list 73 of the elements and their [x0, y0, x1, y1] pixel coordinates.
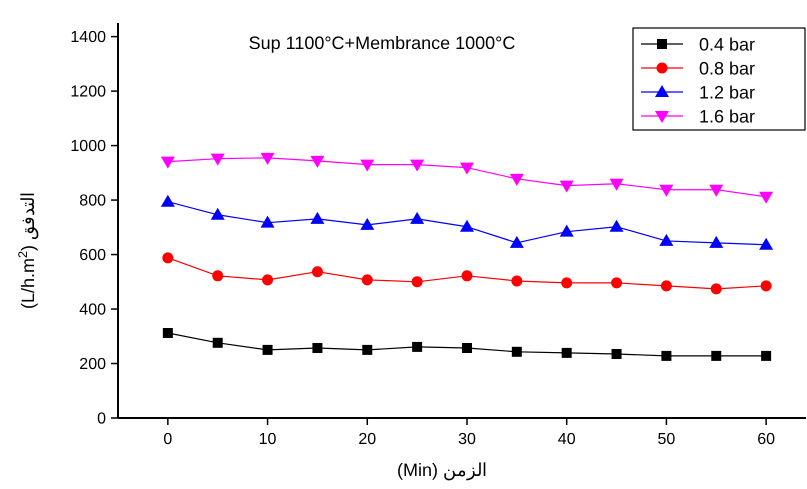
point — [312, 266, 323, 278]
point — [711, 350, 722, 361]
point — [360, 218, 374, 230]
legend-label: 1.2 bar — [699, 82, 756, 102]
y-tick-label: 0 — [97, 410, 106, 428]
point — [260, 216, 275, 228]
point — [360, 160, 374, 172]
x-axis-title: (Min) الزمن — [397, 460, 487, 481]
point — [262, 274, 274, 286]
point — [462, 342, 472, 353]
point — [210, 154, 225, 166]
x-tick-label: 0 — [163, 431, 172, 448]
point — [659, 184, 674, 197]
point — [759, 192, 774, 204]
point — [212, 338, 223, 348]
point — [512, 346, 522, 357]
point — [510, 174, 524, 186]
point — [362, 274, 373, 286]
point — [610, 178, 624, 191]
point — [210, 208, 225, 220]
point — [260, 152, 275, 165]
point — [610, 220, 624, 232]
point — [310, 212, 324, 224]
point — [160, 194, 175, 207]
text: Sup 1100°C+Membrance 1000°C — [248, 33, 516, 53]
point — [562, 348, 572, 358]
point — [410, 160, 424, 172]
point — [709, 236, 724, 248]
y-tick-label: 1400 — [70, 29, 106, 46]
x-tick-label: 50 — [658, 431, 676, 448]
point — [461, 270, 472, 282]
y-tick-label: 200 — [79, 356, 106, 374]
point — [312, 342, 322, 353]
point — [560, 180, 574, 193]
point — [560, 224, 574, 237]
point — [310, 156, 324, 168]
x-tick-label: 60 — [757, 431, 776, 448]
point — [412, 276, 423, 288]
point — [709, 184, 724, 197]
y-tick-label: 400 — [79, 302, 106, 319]
legend-label: 0.4 bar — [699, 34, 756, 54]
point — [761, 350, 772, 361]
point — [661, 350, 672, 361]
point — [659, 234, 674, 246]
point — [759, 238, 774, 250]
y-tick-label: 600 — [79, 247, 106, 264]
point — [160, 156, 175, 169]
point — [162, 252, 174, 264]
point — [511, 275, 522, 286]
point — [611, 277, 622, 288]
point — [760, 280, 772, 292]
point — [660, 280, 672, 292]
point — [460, 162, 474, 175]
x-tick-label: 30 — [458, 431, 476, 448]
point — [612, 348, 622, 359]
point — [212, 270, 224, 282]
point — [561, 277, 572, 288]
point — [460, 220, 474, 232]
legend-label: 1.6 bar — [699, 106, 756, 126]
point — [710, 283, 722, 294]
point — [162, 328, 173, 338]
legend-label: 0.8 bar — [699, 58, 756, 78]
point — [410, 212, 424, 224]
point — [412, 342, 422, 352]
x-tick-label: 20 — [358, 431, 376, 448]
y-tick-label: 800 — [79, 192, 106, 210]
point — [510, 236, 524, 248]
x-tick-label: 10 — [258, 431, 277, 448]
y-tick-label: 1200 — [70, 84, 106, 101]
y-tick-label: 1000 — [70, 138, 106, 156]
x-tick-label: 40 — [558, 431, 576, 448]
point — [262, 344, 273, 355]
point — [362, 344, 372, 355]
